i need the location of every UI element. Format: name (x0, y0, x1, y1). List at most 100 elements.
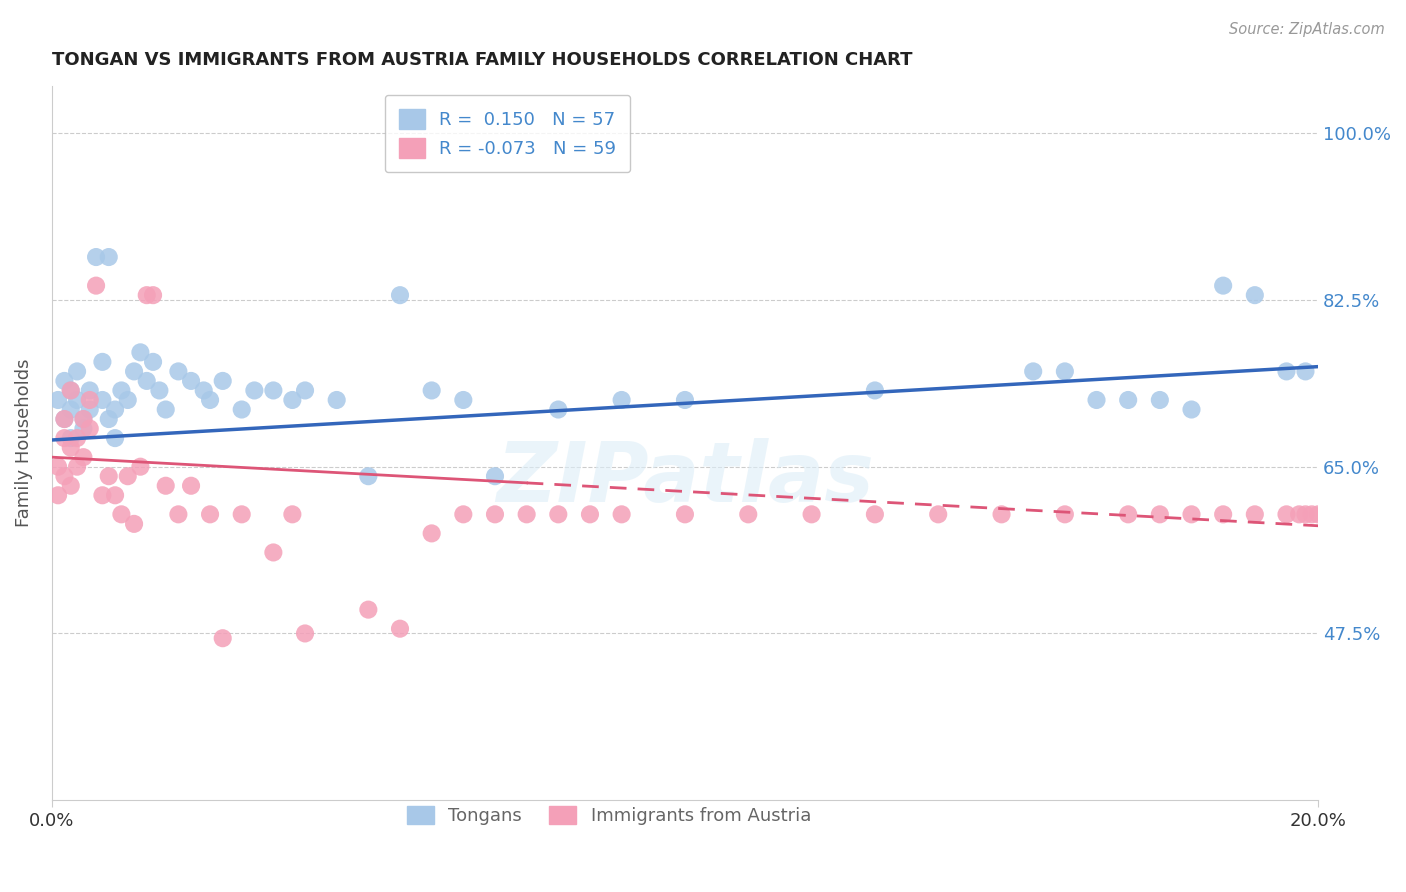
Point (198, 508, 221, 522)
Y-axis label: Family Households: Family Households (15, 359, 32, 527)
Point (453, 508, 475, 522)
Point (1180, 508, 1202, 522)
Point (1288, 508, 1310, 522)
Point (91, 488, 114, 502)
Point (420, 526, 443, 541)
Point (231, 402, 253, 417)
Point (863, 384, 886, 398)
Point (155, 479, 177, 493)
Text: ZIPatlas: ZIPatlas (496, 438, 875, 519)
Point (1022, 364, 1045, 378)
Point (673, 508, 696, 522)
Point (155, 402, 177, 417)
Point (72, 450, 94, 465)
Point (198, 392, 221, 407)
Point (72, 421, 94, 435)
Point (737, 508, 759, 522)
Point (1295, 508, 1317, 522)
Point (135, 374, 157, 388)
Point (231, 508, 253, 522)
Point (59, 479, 82, 493)
Point (211, 631, 233, 645)
Point (104, 488, 127, 502)
Point (800, 508, 823, 522)
Point (142, 355, 165, 369)
Point (516, 508, 538, 522)
Point (66, 431, 89, 445)
Point (325, 392, 347, 407)
Point (1308, 508, 1330, 522)
Text: TONGAN VS IMMIGRANTS FROM AUSTRIA FAMILY HOUSEHOLDS CORRELATION CHART: TONGAN VS IMMIGRANTS FROM AUSTRIA FAMILY… (52, 51, 912, 69)
Point (53, 469, 76, 483)
Point (79, 402, 101, 417)
Point (262, 384, 284, 398)
Point (281, 392, 304, 407)
Point (388, 288, 411, 302)
Point (547, 508, 569, 522)
Point (262, 545, 284, 559)
Point (1053, 364, 1076, 378)
Point (79, 421, 101, 435)
Point (46, 392, 69, 407)
Point (610, 392, 633, 407)
Point (1243, 508, 1265, 522)
Point (110, 508, 132, 522)
Point (193, 384, 215, 398)
Point (357, 602, 380, 616)
Point (484, 508, 506, 522)
Point (91, 392, 114, 407)
Point (59, 431, 82, 445)
Point (66, 392, 89, 407)
Point (863, 508, 886, 522)
Text: Source: ZipAtlas.com: Source: ZipAtlas.com (1229, 22, 1385, 37)
Point (53, 412, 76, 426)
Point (79, 384, 101, 398)
Point (122, 516, 145, 531)
Point (59, 384, 82, 398)
Point (453, 392, 475, 407)
Point (388, 622, 411, 636)
Point (104, 402, 127, 417)
Point (1116, 392, 1139, 407)
Point (72, 412, 94, 426)
Legend: Tongans, Immigrants from Austria: Tongans, Immigrants from Austria (398, 797, 820, 834)
Point (243, 384, 266, 398)
Point (1085, 392, 1108, 407)
Point (104, 431, 127, 445)
Point (84, 250, 107, 264)
Point (420, 384, 443, 398)
Point (579, 508, 602, 522)
Point (281, 508, 304, 522)
Point (46, 488, 69, 502)
Point (97, 469, 120, 483)
Point (547, 402, 569, 417)
Point (129, 459, 152, 474)
Point (294, 626, 316, 640)
Point (59, 402, 82, 417)
Point (59, 441, 82, 455)
Point (66, 459, 89, 474)
Point (180, 374, 202, 388)
Point (927, 508, 949, 522)
Point (53, 412, 76, 426)
Point (46, 459, 69, 474)
Point (167, 364, 190, 378)
Point (180, 479, 202, 493)
Point (97, 412, 120, 426)
Point (79, 392, 101, 407)
Point (129, 345, 152, 359)
Point (294, 384, 316, 398)
Point (72, 412, 94, 426)
Point (110, 384, 132, 398)
Point (1212, 508, 1234, 522)
Point (990, 508, 1012, 522)
Point (357, 469, 380, 483)
Point (1149, 392, 1171, 407)
Point (167, 508, 190, 522)
Point (1180, 402, 1202, 417)
Point (148, 384, 170, 398)
Point (1053, 508, 1076, 522)
Point (122, 364, 145, 378)
Point (610, 508, 633, 522)
Point (91, 355, 114, 369)
